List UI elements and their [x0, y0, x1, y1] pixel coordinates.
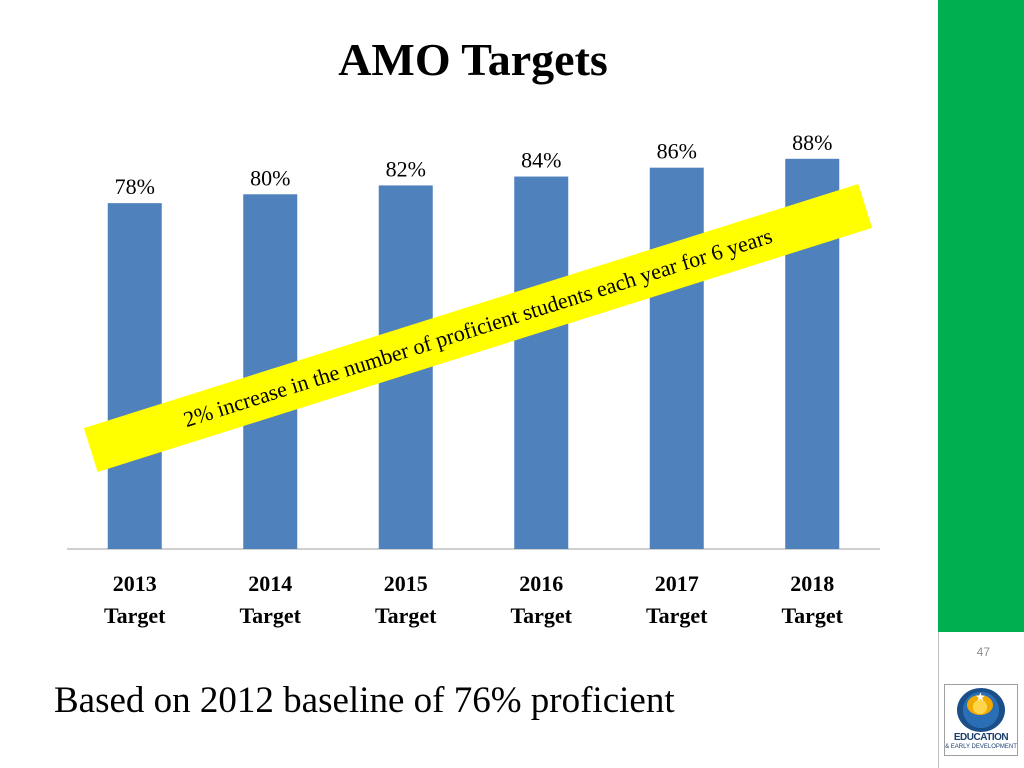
- side-divider: [938, 632, 939, 768]
- bar-2017: [649, 167, 704, 549]
- tick-label-2014: 2014 Target: [239, 571, 301, 628]
- data-label-2014: 80%: [250, 165, 290, 190]
- slide-title: AMO Targets: [338, 34, 608, 85]
- data-label-2013: 78%: [115, 174, 155, 199]
- tick-label-2013: 2013 Target: [104, 571, 166, 628]
- logo-star-icon: ★: [975, 690, 986, 704]
- bar-2013: [107, 203, 162, 549]
- data-label-2017: 86%: [657, 139, 697, 164]
- bar-2016: [514, 176, 569, 549]
- tick-label-2016: 2016 Target: [510, 571, 572, 628]
- side-green-band: [938, 0, 1024, 632]
- logo-text-main: EDUCATION: [953, 732, 1009, 743]
- data-label-2018: 88%: [792, 130, 832, 155]
- tick-label-2015: 2015 Target: [375, 571, 437, 628]
- data-label-2015: 82%: [386, 156, 426, 181]
- education-department-logo: ★ EDUCATION & EARLY DEVELOPMENT: [944, 684, 1018, 756]
- tick-label-2017: 2017 Target: [646, 571, 708, 628]
- tick-label-2018: 2018 Target: [781, 571, 843, 628]
- logo-text-sub: & EARLY DEVELOPMENT: [945, 744, 1017, 750]
- baseline-footnote: Based on 2012 baseline of 76% proficient: [54, 680, 675, 721]
- data-label-2016: 84%: [521, 148, 561, 173]
- page-number: 47: [976, 645, 990, 659]
- logo-sun-icon: [967, 695, 993, 715]
- amo-targets-bar-chart: 78% 2013 Target 80% 2014 Target 82% 2015 Target 8…: [67, 130, 880, 628]
